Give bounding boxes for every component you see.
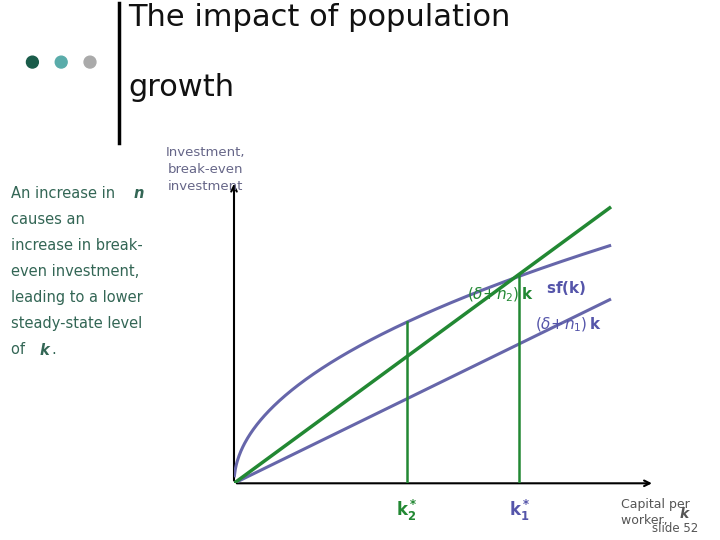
Text: $\mathbf{k_1^*}$: $\mathbf{k_1^*}$ [509,498,530,523]
Text: Capital per
worker,: Capital per worker, [621,498,690,527]
Text: causes an: causes an [11,212,85,227]
Text: $(\delta\!+\!n_2)\,\mathbf{k}$: $(\delta\!+\!n_2)\,\mathbf{k}$ [467,286,534,305]
Text: $\mathbf{k_2^*}$: $\mathbf{k_2^*}$ [396,498,418,523]
Text: steady-state level: steady-state level [11,316,142,331]
Text: .: . [52,342,57,357]
Text: $\boldsymbol{n}$: $\boldsymbol{n}$ [133,186,145,201]
Text: $\boldsymbol{k}$: $\boldsymbol{k}$ [679,507,691,521]
Text: $\mathbf{sf(k)}$: $\mathbf{sf(k)}$ [546,279,586,297]
Text: slide 52: slide 52 [652,522,698,535]
Text: An increase in: An increase in [11,186,120,201]
Text: $\boldsymbol{k}$: $\boldsymbol{k}$ [39,342,51,358]
Text: even investment,: even investment, [11,264,139,279]
Text: of: of [11,342,30,357]
Text: increase in break-: increase in break- [11,238,143,253]
Text: The impact of population: The impact of population [128,3,510,32]
Text: leading to a lower: leading to a lower [11,290,143,305]
Text: $(\delta\!+\!n_1)\,\mathbf{k}$: $(\delta\!+\!n_1)\,\mathbf{k}$ [534,315,601,334]
Text: Investment,
break-even
investment: Investment, break-even investment [166,146,245,193]
Text: growth: growth [128,73,234,102]
